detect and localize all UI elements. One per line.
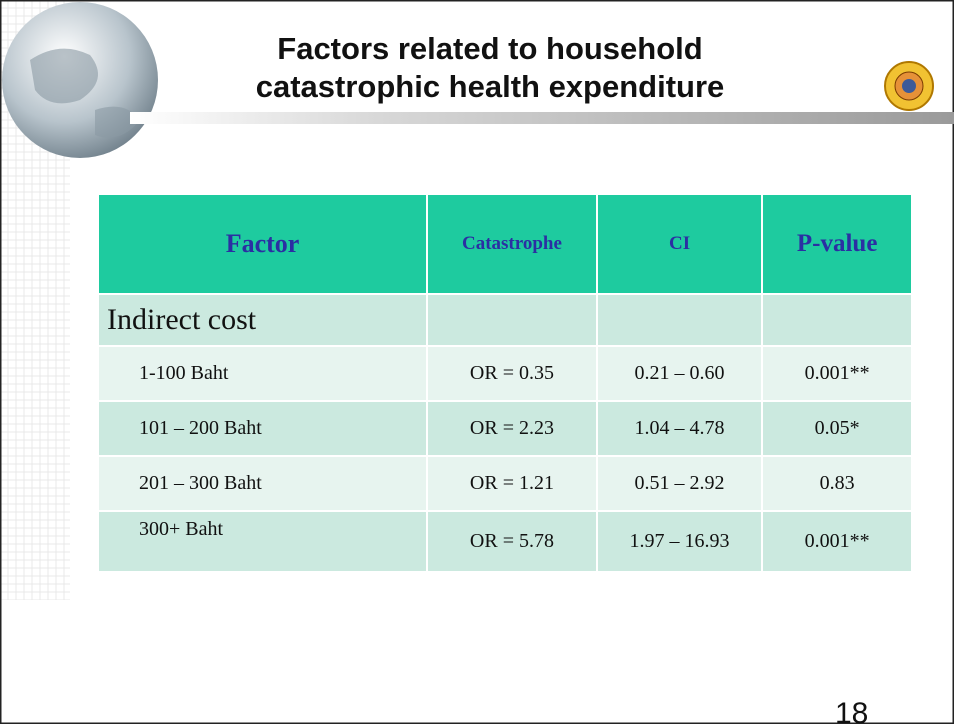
- table-cell: 300+ Baht: [96, 510, 429, 573]
- table-cell: OR = 2.23: [426, 400, 598, 457]
- table-row: 201 – 300 Baht OR = 1.21 0.51 – 2.92 0.83: [96, 455, 913, 512]
- table-cell: 1-100 Baht: [96, 345, 429, 402]
- table-cell: 0.001**: [761, 510, 913, 573]
- table-cell: 1.04 – 4.78: [595, 400, 764, 457]
- table-cell: 1.97 – 16.93: [595, 510, 764, 573]
- column-header: Catastrophe: [426, 193, 598, 295]
- table-cell: 0.51 – 2.92: [595, 455, 764, 512]
- page-number: 18: [835, 697, 869, 724]
- table-cell: 0.21 – 0.60: [595, 345, 764, 402]
- empty-cell: [761, 293, 913, 347]
- table-cell: 0.83: [761, 455, 913, 512]
- table-cell: 101 – 200 Baht: [96, 400, 429, 457]
- section-row: Indirect cost: [96, 293, 913, 347]
- title-line: catastrophic health expenditure: [255, 69, 725, 104]
- title-line: Factors related to household: [277, 31, 703, 66]
- table-row: 101 – 200 Baht OR = 2.23 1.04 – 4.78 0.05*: [96, 400, 913, 457]
- table-cell: OR = 1.21: [426, 455, 598, 512]
- table-cell: 0.001**: [761, 345, 913, 402]
- title-bar: [130, 112, 954, 124]
- results-table: Factor Catastrophe CI P-value Indirect cost…: [96, 193, 913, 573]
- table-row: 1-100 Baht OR = 0.35 0.21 – 0.60 0.001**: [96, 345, 913, 402]
- table-cell: 0.05*: [761, 400, 913, 457]
- section-cell: Indirect cost: [96, 293, 429, 347]
- column-header: P-value: [761, 193, 913, 295]
- table-cell: 201 – 300 Baht: [96, 455, 429, 512]
- table-row: 300+ Baht OR = 5.78 1.97 – 16.93 0.001**: [96, 510, 913, 573]
- table-cell: OR = 0.35: [426, 345, 598, 402]
- empty-cell: [426, 293, 598, 347]
- column-header: CI: [595, 193, 764, 295]
- slide-title: Factors related to household catastrophi…: [180, 30, 800, 106]
- column-header: Factor: [96, 193, 429, 295]
- empty-cell: [595, 293, 764, 347]
- table-cell: OR = 5.78: [426, 510, 598, 573]
